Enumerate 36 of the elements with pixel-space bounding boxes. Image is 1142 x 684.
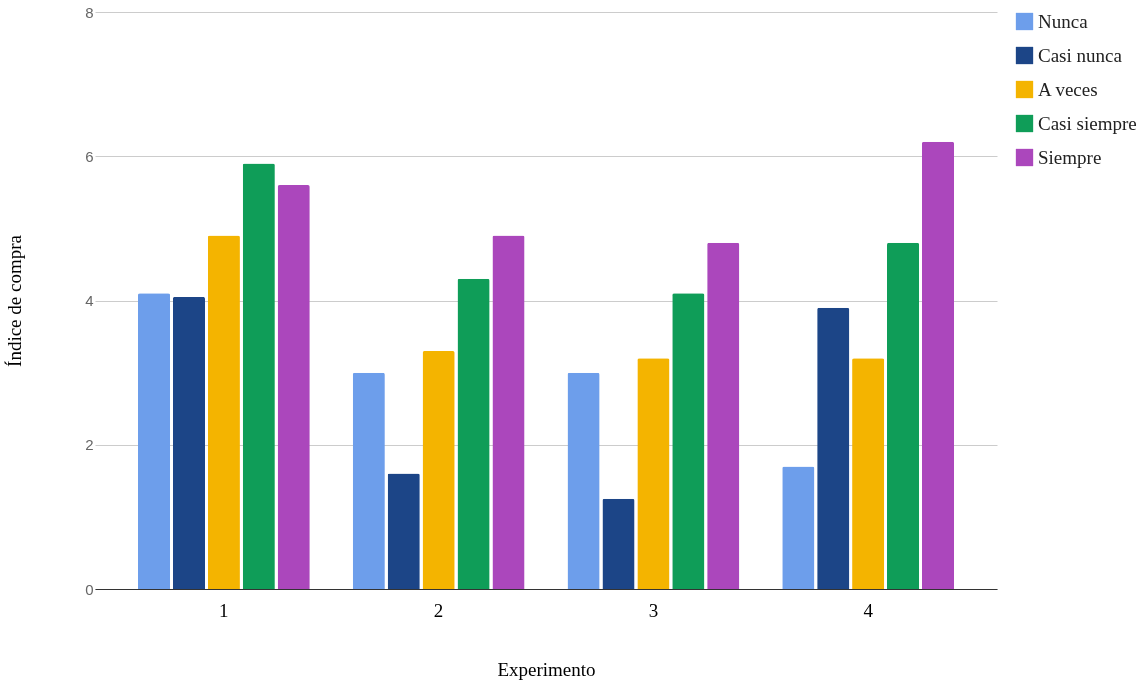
x-tick-label: 2 — [433, 599, 444, 621]
bar — [707, 242, 740, 589]
bar — [782, 466, 815, 589]
bar — [852, 358, 885, 589]
bar — [387, 473, 420, 589]
bar — [172, 296, 205, 589]
bar — [492, 235, 525, 589]
bar — [277, 185, 310, 589]
legend-label: Siempre — [1038, 146, 1102, 168]
x-axis-title: Experimento — [497, 658, 596, 680]
y-tick-label: 6 — [85, 147, 94, 165]
bar — [422, 350, 455, 589]
bar — [137, 293, 171, 589]
x-tick-label: 4 — [863, 599, 874, 621]
bar — [921, 141, 955, 589]
bar — [672, 293, 705, 589]
bar — [457, 278, 490, 589]
legend-label: Nunca — [1038, 10, 1089, 32]
bar — [242, 163, 275, 589]
x-tick-label: 1 — [219, 599, 229, 621]
x-tick-label: 3 — [648, 599, 659, 621]
legend-label: Casi nunca — [1038, 44, 1123, 66]
bar — [602, 498, 635, 589]
y-tick-label: 4 — [85, 292, 94, 309]
bar — [887, 242, 920, 589]
y-axis-title: Índice de compra — [4, 234, 26, 367]
bar — [817, 307, 850, 589]
y-tick-label: 0 — [85, 580, 94, 598]
legend-label: A veces — [1038, 78, 1098, 100]
bar — [567, 372, 600, 589]
bar — [352, 372, 385, 589]
bar — [637, 358, 670, 589]
bar — [207, 235, 240, 589]
y-tick-label: 2 — [85, 436, 94, 454]
legend-label: Casi siempre — [1038, 112, 1137, 134]
y-tick-label: 8 — [85, 3, 94, 21]
